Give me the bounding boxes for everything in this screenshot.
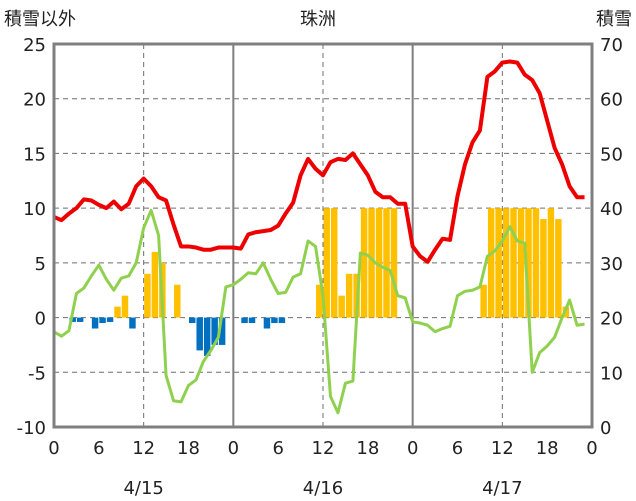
bar <box>263 317 271 329</box>
series-line-0 <box>53 59 585 264</box>
bar <box>375 208 383 318</box>
bar <box>487 208 495 318</box>
bar <box>495 208 502 318</box>
chart-title: 珠洲 <box>300 9 336 30</box>
x-tick-label: 0 <box>228 438 239 459</box>
plot-frame <box>52 42 594 429</box>
bar <box>151 251 159 318</box>
left-tick-label: 0 <box>35 309 46 330</box>
bar <box>360 208 368 318</box>
bar <box>203 317 211 356</box>
bar <box>338 295 345 318</box>
bar <box>555 219 562 318</box>
left-tick-label: 15 <box>23 144 46 165</box>
right-tick-label: 20 <box>600 309 623 330</box>
x-tick-label: 0 <box>586 438 597 459</box>
x-tick-label: 6 <box>93 438 104 459</box>
bar <box>248 317 256 324</box>
bar <box>218 317 226 345</box>
bar <box>517 208 525 318</box>
bar <box>76 317 84 322</box>
bar <box>532 208 540 318</box>
x-tick-label: 18 <box>177 438 200 459</box>
x-tick-label: 18 <box>536 438 559 459</box>
bar <box>129 317 136 329</box>
bar <box>368 208 375 318</box>
right-tick-label: 70 <box>600 35 623 56</box>
bar <box>502 208 510 318</box>
bar <box>106 317 114 322</box>
bar <box>69 317 76 322</box>
left-tick-label: -5 <box>28 363 46 384</box>
x-tick-label: 12 <box>491 438 514 459</box>
right-tick-label: 40 <box>600 199 623 220</box>
bar <box>480 284 487 318</box>
bar <box>114 306 121 318</box>
x-tick-label: 0 <box>48 438 59 459</box>
x-tick-label: 6 <box>272 438 283 459</box>
bar <box>196 317 203 351</box>
bar <box>510 208 517 318</box>
left-tick-label: 25 <box>23 35 46 56</box>
bar <box>525 208 532 318</box>
left-tick-label: 10 <box>23 199 46 220</box>
left-axis-title: 積雪以外 <box>4 9 76 30</box>
bar <box>345 273 353 318</box>
x-tick-label: 12 <box>132 438 155 459</box>
bar <box>330 208 338 318</box>
x-tick-label: 6 <box>452 438 463 459</box>
series-line-1 <box>53 208 585 415</box>
right-tick-label: 10 <box>600 363 623 384</box>
date-label: 4/15 <box>123 478 163 499</box>
right-tick-label: 30 <box>600 254 623 275</box>
bar <box>390 208 398 318</box>
date-label: 4/16 <box>303 478 343 499</box>
bar <box>323 208 330 318</box>
x-tick-label: 12 <box>312 438 335 459</box>
bar <box>540 219 547 318</box>
bars <box>69 208 570 356</box>
right-axis-title: 積雪 <box>596 9 632 30</box>
bar <box>99 317 106 324</box>
right-tick-label: 60 <box>600 90 623 111</box>
bar <box>189 317 196 324</box>
bar <box>241 317 248 324</box>
bar <box>278 317 286 324</box>
right-tick-label: 50 <box>600 144 623 165</box>
right-tick-label: 0 <box>600 418 611 439</box>
bar <box>271 317 278 324</box>
bar <box>121 295 129 318</box>
bar <box>316 284 323 318</box>
bar <box>383 208 390 318</box>
left-tick-label: -10 <box>17 418 46 439</box>
bar <box>144 273 151 318</box>
x-tick-label: 0 <box>407 438 418 459</box>
left-tick-label: 20 <box>23 90 46 111</box>
bar <box>547 208 555 318</box>
bar <box>211 317 218 345</box>
bar <box>174 284 181 318</box>
date-label: 4/17 <box>482 478 522 499</box>
bar <box>91 317 99 329</box>
x-tick-label: 18 <box>356 438 379 459</box>
left-tick-label: 5 <box>35 254 46 275</box>
